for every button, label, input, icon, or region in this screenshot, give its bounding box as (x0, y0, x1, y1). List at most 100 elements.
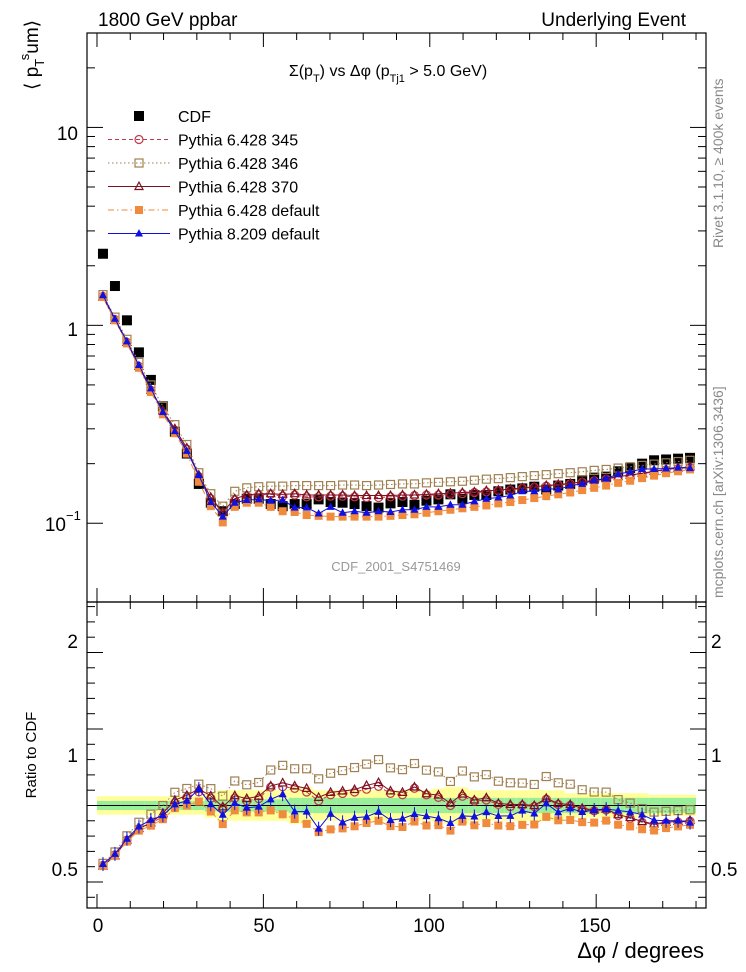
data-point (566, 488, 575, 497)
ratio-point (230, 806, 239, 815)
data-point (290, 507, 299, 516)
ratio-point (530, 809, 539, 817)
data-point (121, 315, 132, 326)
y-tick-label-10: 10 (57, 124, 78, 145)
data-point (290, 490, 300, 500)
ratio-point (554, 816, 563, 825)
ratio-point (590, 818, 599, 827)
ratio-point (614, 820, 623, 829)
data-point (457, 476, 467, 486)
data-point (626, 467, 635, 475)
data-point (661, 454, 672, 465)
ratio-point (686, 818, 695, 826)
main-panel: Σ(pT) vs Δφ (pTj1 > 5.0 GeV) ⟨ pTsum⟩ 10… (17, 20, 707, 603)
ratio-point (326, 768, 336, 778)
data-point (493, 474, 503, 484)
header-left: 1800 GeV ppbar (98, 10, 238, 31)
ratio-y-tick-1: 1 (67, 746, 78, 767)
ratio-point (337, 765, 348, 776)
data-point (554, 490, 563, 499)
data-point (686, 463, 695, 472)
legend-label: Pythia 8.209 default (178, 227, 320, 244)
legend-label: Pythia 6.428 346 (178, 156, 298, 173)
ratio-point (578, 818, 587, 827)
data-point (361, 501, 372, 512)
ratio-point (446, 818, 455, 826)
ratio-point (194, 797, 203, 806)
data-point (338, 508, 347, 516)
ratio-point (589, 787, 599, 797)
data-point (134, 360, 143, 369)
data-point (662, 464, 671, 472)
data-point (553, 469, 563, 479)
data-point (326, 502, 335, 510)
ratio-point (638, 810, 647, 818)
ratio-point (302, 807, 311, 815)
data-point (182, 446, 191, 454)
ratio-point (565, 779, 575, 789)
data-point (457, 486, 468, 497)
ratio-point (409, 781, 420, 791)
data-point (662, 469, 671, 478)
ratio-y-tick-2-right: 2 (711, 632, 722, 653)
ratio-point (278, 789, 287, 798)
data-point (170, 426, 179, 435)
data-point (230, 502, 239, 511)
ratio-point (601, 787, 611, 797)
ratio-point (158, 810, 167, 819)
ratio-uncertainty-bands (87, 787, 706, 824)
ratio-point (542, 812, 551, 821)
data-point (254, 498, 263, 507)
data-point (398, 511, 407, 520)
chart-title: Σ(pT) vs Δφ (pTj1 > 5.0 GeV) (289, 63, 487, 85)
ratio-point (314, 774, 324, 784)
ratio-point (518, 820, 527, 829)
data-point (433, 477, 444, 487)
ratio-point (410, 817, 419, 826)
data-point (445, 477, 456, 487)
ratio-point (482, 807, 491, 816)
data-point (110, 314, 119, 322)
data-point (457, 493, 468, 504)
ratio-point (362, 812, 371, 820)
ratio-point (662, 824, 671, 833)
ratio-point (326, 809, 335, 817)
data-point (337, 497, 348, 508)
ratio-point (361, 759, 372, 769)
data-point (230, 498, 239, 506)
ratio-point (446, 826, 455, 835)
data-point (302, 503, 311, 511)
ratio-point (469, 772, 479, 782)
ratio-point (457, 788, 468, 798)
legend-marker (134, 111, 144, 121)
data-point (398, 505, 407, 513)
ratio-point (253, 790, 264, 800)
ratio-y-label: Ratio to CDF (23, 712, 40, 799)
data-point (313, 489, 324, 499)
ratio-point (170, 800, 179, 808)
ratio-point (350, 822, 359, 831)
ratio-point (602, 804, 611, 813)
data-point (98, 290, 107, 299)
data-point (446, 505, 455, 514)
legend-label: CDF (178, 109, 211, 126)
ratio-point (674, 816, 683, 824)
ratio-point (493, 776, 503, 786)
ratio-axis-ticks (87, 602, 706, 908)
ratio-panel: Ratio to CDF 2 1 0.5 2 1 0.5 0 50 100 15… (23, 601, 737, 963)
data-point (638, 464, 647, 472)
ratio-point (650, 815, 659, 824)
data-point (470, 496, 479, 505)
series-pythia-8-209-default (98, 290, 695, 520)
ratio-line (102, 759, 691, 864)
data-point (242, 483, 252, 493)
data-point (350, 506, 359, 515)
ratio-point (206, 799, 215, 808)
data-point (145, 374, 156, 385)
ratio-point (613, 809, 624, 819)
data-point (206, 502, 215, 511)
data-point (410, 510, 419, 519)
data-point (494, 493, 503, 501)
data-point (146, 388, 155, 397)
ratio-point (278, 810, 287, 819)
